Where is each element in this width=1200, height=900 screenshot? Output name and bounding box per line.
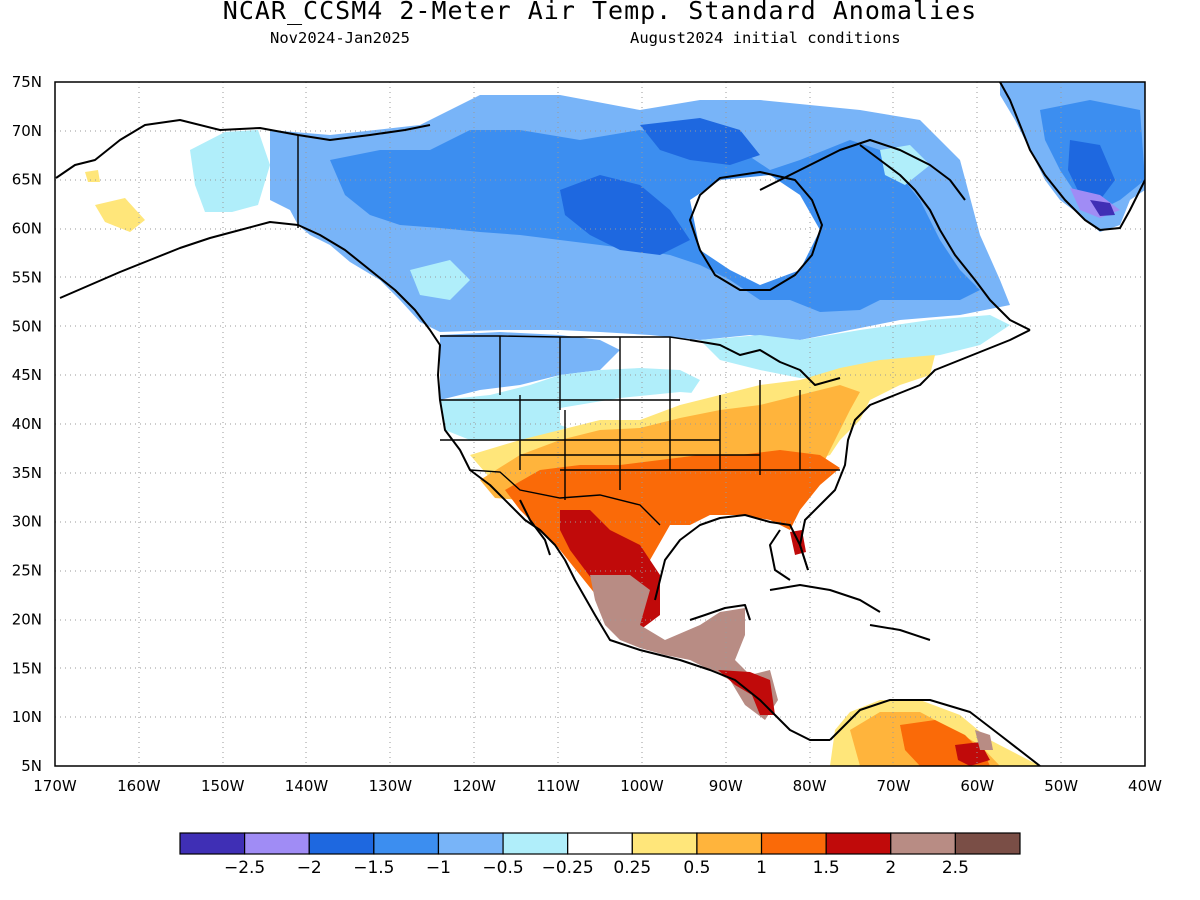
lat-label: 75N [12,73,42,91]
anomaly-fields [56,82,1145,766]
arctic-dark-blue [640,118,760,165]
lon-label: 100W [620,777,664,795]
colorbar-swatch [760,832,827,855]
us-northwest-blue [440,332,620,400]
colorbar-swatch [179,832,246,855]
us-northern-pale [440,368,700,440]
prairie-pale [410,260,470,300]
political-borders [297,135,840,526]
lat-label: 5N [21,757,42,775]
nunavut-dark-blue [560,175,690,255]
lon-label: 40W [1128,777,1162,795]
lat-label: 15N [12,659,42,677]
colorbar-swatch [373,832,440,855]
south-america-brown [975,730,993,750]
lat-label: 55N [12,268,42,286]
colorbar-swatch [244,832,310,855]
colorbar-label: −1.5 [353,858,394,878]
alaska-yellow-dot [85,170,100,182]
lat-label: 30N [12,513,42,531]
lat-label: 35N [12,464,42,482]
colorbar-swatch [567,832,633,855]
lat-label: 20N [12,610,42,628]
colorbar-swatch [437,832,504,855]
alaska-yellow-patch [95,198,145,232]
colorbar-label: −2 [297,858,322,878]
lat-label: 50N [12,317,42,335]
greenland-dark-blue [1068,140,1115,200]
lat-label: 65N [12,171,42,189]
hudson-bay [690,175,820,285]
lon-label: 90W [709,777,743,795]
colorbar-swatch [308,832,375,855]
greenland-violet [1090,200,1115,216]
colorbar-label: 2.5 [942,858,969,878]
us-dark-orange [505,450,840,615]
lat-label: 60N [12,220,42,238]
lat-label: 25N [12,562,42,580]
colorbar-label: −0.25 [542,858,594,878]
colorbar-label: 1.5 [813,858,840,878]
lon-label: 80W [793,777,827,795]
forecast-period: Nov2024-Jan2025 [270,29,410,47]
lat-label: 10N [12,708,42,726]
coastlines [55,82,1145,766]
map-frame [54,81,1146,767]
colorbar [179,832,1021,855]
lon-label: 110W [536,777,580,795]
chart-title: NCAR_CCSM4 2-Meter Air Temp. Standard An… [222,0,978,25]
mexico-brown [590,575,778,720]
colorbar-label: −1 [426,858,451,878]
colorbar-labels: −2.5 −2 −1.5 −1 −0.5 −0.25 0.25 0.5 1 1.5 2 2.5 [224,858,969,878]
lon-label: 60W [960,777,994,795]
initial-conditions: August2024 initial conditions [630,29,901,47]
colorbar-label: 1 [756,858,767,878]
colorbar-label: −2.5 [224,858,265,878]
lon-label: 150W [201,777,245,795]
colorbar-label: 2 [885,858,896,878]
colorbar-label: −0.5 [482,858,523,878]
lat-label: 70N [12,122,42,140]
longitude-labels: 170W 160W 150W 140W 130W 120W 110W 100W 90W 80W 70… [33,777,1162,795]
lon-label: 130W [369,777,413,795]
central-america-red [718,670,775,715]
colorbar-swatch [825,832,892,855]
lon-label: 140W [285,777,329,795]
colorbar-swatch [696,832,763,855]
colorbar-swatch [502,832,569,855]
colorbar-label: 0.5 [683,858,710,878]
lat-label: 45N [12,366,42,384]
baffin-pale [880,145,930,185]
latitude-labels: 75N 70N 65N 60N 55N 50N 45N 40N 35N 30N 25N 20N 15N 1… [12,73,42,775]
canada-east-pale [700,315,1010,378]
lon-label: 70W [877,777,911,795]
lon-label: 120W [452,777,496,795]
colorbar-swatch [631,832,698,855]
alaska-pale-blue [190,130,270,212]
lon-label: 160W [117,777,161,795]
colorbar-label: 0.25 [613,858,651,878]
lat-label: 40N [12,415,42,433]
lon-label: 170W [33,777,77,795]
lon-label: 50W [1044,777,1078,795]
colorbar-swatch [954,832,1021,855]
colorbar-swatch [890,832,956,855]
gridlines [55,82,1145,766]
